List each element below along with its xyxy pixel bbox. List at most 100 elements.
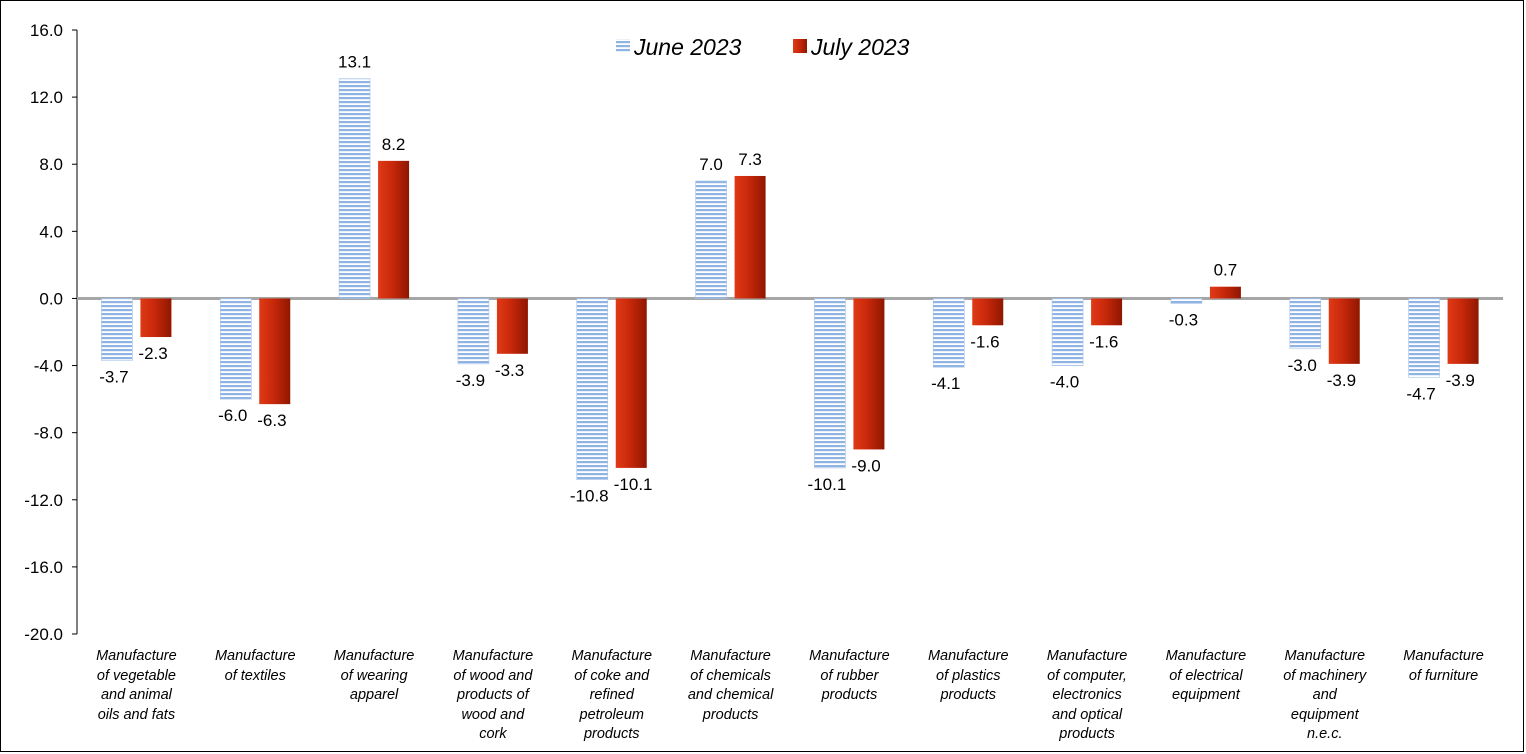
june-2023-data-label: -4.7 <box>1406 384 1435 403</box>
category-label-line: of machinery <box>1283 667 1367 684</box>
june-2023-bar <box>695 180 727 299</box>
category-label-line: petroleum <box>579 706 644 723</box>
category-label-line: of vegetable <box>96 667 176 684</box>
category-label-line: of plastics <box>936 667 1001 684</box>
july-2023-data-label: -3.3 <box>495 361 524 380</box>
category-label-line: equipment <box>1290 706 1359 723</box>
july-2023-data-label: -6.3 <box>257 411 286 430</box>
category-label-line: wood and <box>461 706 525 723</box>
june-2023-data-label: -4.0 <box>1050 373 1079 392</box>
july-2023-data-label: -9.0 <box>851 456 880 475</box>
june-2023-bar <box>932 298 965 368</box>
july-2023-bar <box>1209 286 1241 299</box>
july-2023-data-label: -10.1 <box>614 475 653 494</box>
y-tick-label: 8.0 <box>39 155 63 174</box>
category-label-line: and optical <box>1052 706 1123 723</box>
july-2023-bar <box>140 298 172 338</box>
category-label-line: products <box>702 706 759 723</box>
y-tick-label: 16.0 <box>30 21 63 40</box>
june-2023-bar <box>576 298 609 480</box>
june-2023-data-label: 7.0 <box>699 155 723 174</box>
july-2023-data-label: -1.6 <box>1089 332 1118 351</box>
category-label-line: oils and fats <box>97 706 176 723</box>
category-label-line: n.e.c. <box>1307 726 1343 742</box>
category-label-line: Manufacture <box>927 648 1009 664</box>
july-2023-bar <box>1328 298 1360 364</box>
category-label-line: Manufacture <box>690 648 771 664</box>
category-label: Manufacture of plastics products <box>911 647 1025 706</box>
july-2023-data-label: -2.3 <box>138 344 167 363</box>
july-2023-data-label: -3.9 <box>1446 371 1475 390</box>
category-label-line: electronics <box>1052 687 1122 703</box>
july-2023-bar <box>496 298 528 354</box>
july-2023-data-label: 7.3 <box>738 150 762 169</box>
y-tick-label: -8.0 <box>34 424 63 443</box>
category-label-line: and chemical <box>687 687 774 703</box>
legend-july-2023-label: July 2023 <box>810 34 910 60</box>
legend-june-2023: June 2023 <box>616 34 742 60</box>
category-label-line: of coke and <box>574 667 650 684</box>
y-tick-label: 12.0 <box>30 88 63 107</box>
category-label: Manufacture of furniture <box>1387 647 1501 686</box>
category-label-line: of furniture <box>1408 667 1479 684</box>
june-2023-data-label: -6.0 <box>218 406 247 425</box>
july-2023-bar <box>1447 298 1479 364</box>
july-2023-bar <box>259 298 291 405</box>
y-tick-label: 0.0 <box>39 289 63 308</box>
y-tick-label: -20.0 <box>24 625 63 644</box>
category-label-line: Manufacture <box>1403 648 1484 664</box>
category-label: Manufacture of machinery and equipment n.e.c… <box>1268 647 1382 745</box>
y-tick-label: -4.0 <box>34 357 63 376</box>
july-2023-data-label: -1.6 <box>970 332 999 351</box>
july-2023-bar <box>734 175 766 299</box>
category-label-line: Manufacture <box>452 648 534 664</box>
june-2023-bar <box>1408 298 1440 378</box>
june-2023-data-label: -10.1 <box>808 475 847 494</box>
category-label-line: equipment <box>1172 687 1240 703</box>
category-label-line: of wood and <box>453 667 533 684</box>
category-label-line: and <box>1312 687 1337 703</box>
july-2023-data-label: 8.2 <box>382 135 406 154</box>
category-label-line: of wearing <box>340 667 408 684</box>
category-label: Manufacture of chemicals and chemical produ… <box>674 647 788 725</box>
june-2023-bar <box>1170 298 1203 304</box>
category-label-line: and animal <box>100 687 172 703</box>
july-2023-bar <box>378 160 410 299</box>
july-2023-bar <box>1091 298 1123 326</box>
category-label-line: of electrical <box>1169 667 1243 684</box>
category-label-line: products <box>940 687 997 703</box>
legend-june-2023-swatch <box>616 39 630 53</box>
legend-july-2023-swatch <box>793 39 807 53</box>
category-label-line: Manufacture <box>214 648 296 664</box>
y-tick-label: -16.0 <box>24 558 63 577</box>
june-2023-bar <box>219 298 252 400</box>
category-label-line: Manufacture <box>571 648 653 664</box>
category-label-line: Manufacture <box>96 648 177 664</box>
june-2023-data-label: -4.1 <box>931 374 960 393</box>
category-label-line: of textiles <box>224 667 286 684</box>
category-label: Manufacture of wood and products of wood an… <box>436 647 550 745</box>
july-2023-data-label: 0.7 <box>1214 261 1238 280</box>
category-label-line: products of <box>457 687 529 703</box>
category-label-line: refined <box>589 687 634 703</box>
june-2023-bar <box>1051 298 1084 366</box>
july-2023-bar <box>972 298 1004 326</box>
july-2023-bar <box>615 298 647 468</box>
june-2023-bar <box>101 298 133 361</box>
june-2023-data-label: 13.1 <box>338 53 371 72</box>
category-label-line: of chemicals <box>690 667 771 684</box>
category-label-line: of rubber <box>820 667 879 684</box>
category-label: Manufacture of coke and refined petroleum pr… <box>555 647 669 745</box>
july-2023-bar <box>853 298 885 450</box>
june-2023-data-label: -0.3 <box>1169 310 1198 329</box>
june-2023-data-label: -3.0 <box>1288 356 1317 375</box>
category-label: Manufacture of computer, electronics and op… <box>1030 647 1144 745</box>
category-label: Manufacture of textiles <box>198 647 312 686</box>
category-label-line: Manufacture <box>1046 648 1128 664</box>
category-label: Manufacture of wearing apparel <box>317 647 431 706</box>
category-label-line: products <box>821 687 878 703</box>
legend-july-2023: July 2023 <box>793 34 910 60</box>
y-tick-label: 4.0 <box>39 222 63 241</box>
